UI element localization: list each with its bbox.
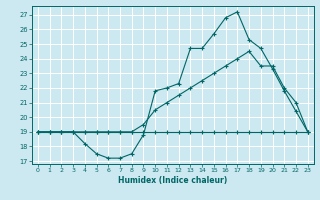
X-axis label: Humidex (Indice chaleur): Humidex (Indice chaleur): [118, 176, 228, 185]
